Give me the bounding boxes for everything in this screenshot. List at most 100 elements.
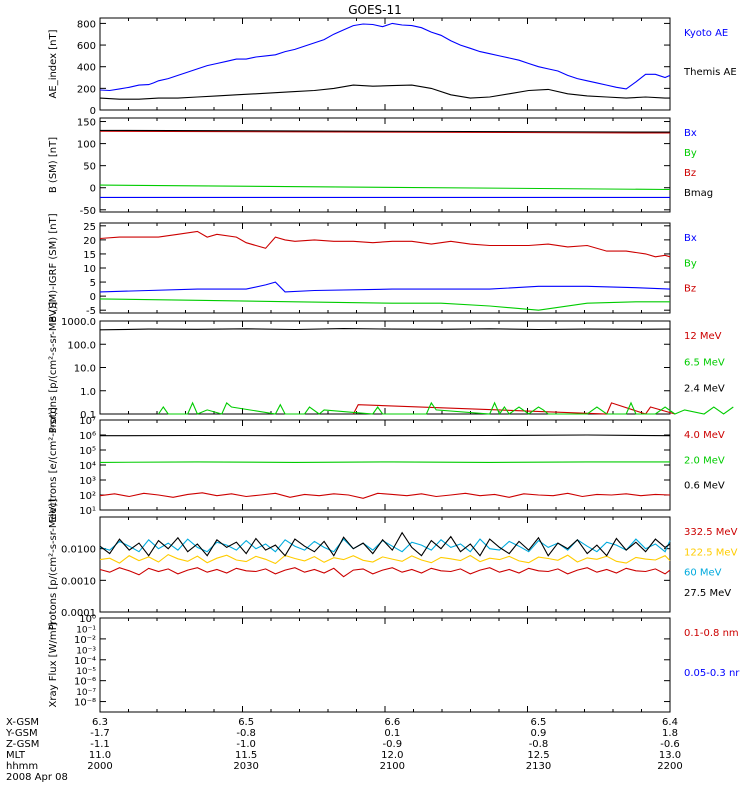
- y-tick-label: 20: [83, 236, 96, 247]
- legend-entry: 2.4 MeV: [684, 384, 725, 395]
- y-tick-label: 0: [90, 106, 96, 117]
- legend-entry: Themis AE: [683, 67, 737, 78]
- legend-entry: 6.5 MeV: [684, 357, 725, 368]
- footer-value: 1.8: [662, 728, 678, 739]
- legend-entry: 60 MeV: [684, 568, 722, 579]
- footer-date: 2008 Apr 08: [6, 772, 68, 783]
- footer-value: 2200: [657, 761, 682, 772]
- footer-value: -0.6: [660, 739, 680, 750]
- y-tick-label: 150: [77, 118, 96, 129]
- panel-2: -50 0 50 100 150 B (SM) [nT] Bx By Bz Bmag: [48, 117, 713, 217]
- footer-value: -1.0: [236, 739, 256, 750]
- legend-entry: 0.05-0.3 nr: [684, 668, 740, 679]
- legend-entry: Bx: [684, 128, 697, 139]
- footer-value: 11.5: [235, 750, 257, 761]
- series-line: [99, 434, 671, 437]
- y-tick-label: 10⁻²: [74, 635, 96, 646]
- y-tick-label: 100: [77, 140, 96, 151]
- y-tick-label: 10⁶: [79, 431, 96, 442]
- series-line: [99, 22, 671, 92]
- y-tick-label: 10⁻⁸: [74, 698, 96, 709]
- y-tick-label: 400: [77, 63, 96, 74]
- series-line: [158, 401, 734, 416]
- y-tick-label: 10⁻⁴: [74, 656, 96, 667]
- footer-row-label: Z-GSM: [6, 739, 39, 750]
- y-axis-label: Xray Flux [W/m²]: [48, 622, 59, 707]
- footer-value: -0.9: [383, 739, 403, 750]
- y-axis-label: Protons [p/(cm²-s-sr-MeV)]: [48, 499, 59, 631]
- y-tick-label: 10⁵: [79, 446, 96, 457]
- legend-entry: Kyoto AE: [684, 28, 728, 39]
- y-tick-label: 10⁻³: [76, 646, 96, 656]
- y-tick-label: 10³: [79, 476, 96, 487]
- panel-frame: [99, 17, 671, 111]
- footer-value: 6.4: [662, 717, 678, 728]
- series-line: [99, 184, 671, 191]
- legend-entry: 122.5 MeV: [684, 547, 738, 558]
- footer-value: -1.1: [90, 739, 110, 750]
- panel-1: 0 200 400 600 800 AE_index [nT] Kyoto AE Themis…: [48, 17, 737, 117]
- y-tick-label: 1.0: [80, 387, 96, 398]
- y-axis-label: AE_index [nT]: [48, 29, 59, 98]
- footer-value: 6.3: [92, 717, 108, 728]
- legend-entry: By: [684, 258, 697, 269]
- y-axis-label: Protons [p/(cm²-s-sr-MeV)]: [48, 302, 59, 434]
- footer-value: 12.5: [527, 750, 549, 761]
- legend-entry: Bz: [684, 168, 696, 179]
- y-tick-label: 100.0: [67, 340, 96, 351]
- orbit-footer: X-GSM 6.3 6.5 6.6 6.5 6.4 Y-GSM -1.7 -0.8 0.1 0.9 1…: [5, 717, 683, 783]
- footer-row-label: X-GSM: [6, 717, 39, 728]
- y-tick-label: 5: [90, 278, 96, 289]
- y-tick-label: 0.0010: [61, 576, 96, 587]
- series-line: [352, 402, 676, 415]
- series-line: [99, 298, 670, 311]
- footer-value: 6.5: [531, 717, 547, 728]
- y-tick-label: -5: [86, 306, 96, 317]
- footer-value: -0.8: [529, 739, 549, 750]
- legend-entry: 4.0 MeV: [684, 430, 725, 441]
- legend-entry: 332.5 MeV: [684, 527, 738, 538]
- y-tick-label: 10²: [79, 491, 96, 502]
- panel-frame: [99, 516, 671, 613]
- legend-entry: By: [684, 148, 697, 159]
- footer-value: 0.1: [384, 728, 400, 739]
- y-tick-label: 0.1: [80, 410, 96, 421]
- y-tick-label: 10⁻¹: [76, 625, 96, 635]
- series-line: [99, 538, 671, 553]
- y-tick-label: 0: [90, 184, 96, 195]
- y-tick-label: 1000.0: [61, 317, 96, 328]
- series-line: [99, 567, 671, 578]
- legend-entry: 2.0 MeV: [684, 455, 725, 466]
- y-tick-label: 10¹: [79, 506, 96, 517]
- plot-title: GOES-11: [348, 3, 402, 17]
- y-tick-label: 10⁷: [79, 416, 96, 427]
- series-line: [99, 130, 671, 134]
- footer-value: 2030: [233, 761, 258, 772]
- legend-entry: 0.6 MeV: [684, 481, 725, 492]
- footer-value: 2130: [526, 761, 551, 772]
- y-tick-label: 25: [83, 222, 96, 233]
- y-tick-label: 800: [77, 19, 96, 30]
- y-tick-label: 600: [77, 41, 96, 52]
- series-line: [99, 328, 671, 331]
- footer-value: 13.0: [659, 750, 681, 761]
- panel-5: 10¹ 10² 10³ 10⁴ 10⁵ 10⁶ 10⁷ Electrons [e/(cm²-s…: [48, 407, 725, 523]
- panel-frame: [99, 617, 671, 713]
- footer-row-label: MLT: [6, 750, 26, 761]
- y-tick-label: 0.0100: [61, 545, 96, 556]
- y-tick-label: -50: [80, 206, 96, 217]
- legend-entry: 0.1-0.8 nm: [684, 628, 739, 639]
- footer-value: 6.5: [238, 717, 254, 728]
- footer-value: -0.8: [236, 728, 256, 739]
- legend-entry: Bx: [684, 233, 697, 244]
- y-tick-label: 10⁴: [79, 461, 96, 472]
- footer-value: 0.9: [531, 728, 547, 739]
- y-tick-label: 10.0: [74, 364, 96, 375]
- series-line: [99, 553, 671, 565]
- series-line: [99, 492, 671, 499]
- footer-value: 2000: [87, 761, 112, 772]
